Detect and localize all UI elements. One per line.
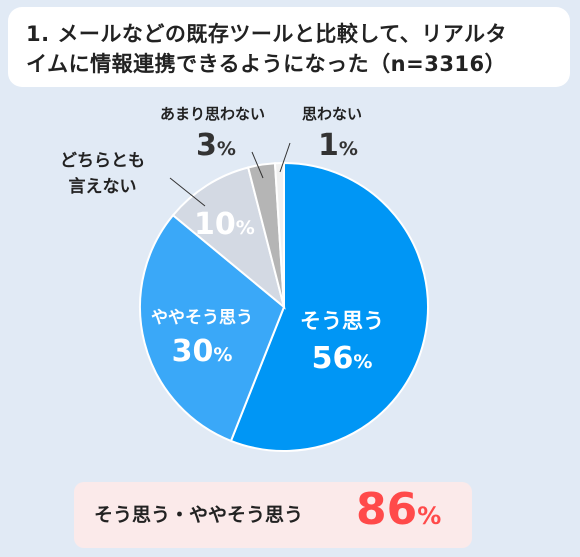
- summary-number: 86: [356, 484, 418, 535]
- slice-label-agree: そう思う 56%: [300, 305, 384, 376]
- slice-unit: %: [338, 138, 358, 160]
- slice-value-disagree: 1%: [318, 128, 358, 163]
- pie-slice-disagree: [273, 161, 285, 308]
- slice-label-disagree: 思わない: [302, 105, 363, 123]
- summary-value: 86%: [356, 484, 441, 535]
- slice-value: 56: [311, 341, 354, 376]
- title-box: 1. メールなどの既存ツールと比較して、リアルタ イムに情報連携できるようになっ…: [8, 7, 570, 87]
- slice-label-neutral: どちらとも 言えない: [60, 151, 145, 197]
- slice-value: 3: [196, 128, 217, 163]
- leader-line-disagree: [279, 142, 291, 173]
- slice-unit: %: [353, 351, 373, 373]
- slice-value: 10: [194, 207, 236, 242]
- leader-line-disagree-somewhat: [251, 151, 264, 179]
- slice-value: 30: [171, 334, 214, 369]
- chart-title: 1. メールなどの既存ツールと比較して、リアルタ イムに情報連携できるようになっ…: [26, 22, 508, 76]
- slice-unit: %: [213, 344, 233, 366]
- slice-unit: %: [235, 217, 255, 239]
- pie-slice-agree: [229, 161, 429, 452]
- slice-name: ややそう思う: [151, 308, 253, 328]
- slice-label-disagree-somewhat: あまり思わない: [160, 105, 266, 123]
- slice-unit: %: [216, 138, 236, 160]
- slice-value: 1: [318, 128, 339, 163]
- leader-line-neutral: [169, 177, 206, 207]
- summary-label: そう思う・ややそう思う: [94, 504, 304, 526]
- slice-label-somewhat-agree: ややそう思う 30%: [151, 303, 253, 369]
- summary-unit: %: [417, 502, 442, 530]
- slice-name: そう思う: [300, 309, 384, 333]
- slice-value-disagree-somewhat: 3%: [196, 128, 236, 163]
- slice-value-neutral: 10%: [194, 207, 255, 242]
- summary-box: そう思う・ややそう思う 86%: [74, 482, 472, 548]
- pie-slice-somewhat-agree: [139, 213, 286, 443]
